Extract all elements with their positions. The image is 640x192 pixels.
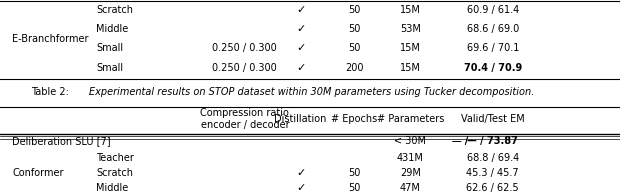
- Text: Deliberation SLU [7]: Deliberation SLU [7]: [12, 136, 111, 146]
- Text: Teacher: Teacher: [96, 153, 134, 163]
- Text: ✓: ✓: [296, 24, 305, 34]
- Text: Table 2:: Table 2:: [31, 87, 72, 97]
- Text: 69.6 / 70.1: 69.6 / 70.1: [467, 43, 519, 53]
- Text: < 30M: < 30M: [394, 136, 426, 146]
- Text: 0.250 / 0.300: 0.250 / 0.300: [212, 43, 277, 53]
- Text: ✓: ✓: [296, 43, 305, 53]
- Text: 68.8 / 69.4: 68.8 / 69.4: [467, 153, 519, 163]
- Text: — / 73.87: — / 73.87: [467, 136, 518, 146]
- Text: 53M: 53M: [400, 24, 420, 34]
- Text: 45.3 / 45.7: 45.3 / 45.7: [467, 168, 519, 178]
- Text: 29M: 29M: [400, 168, 420, 178]
- Text: 62.6 / 62.5: 62.6 / 62.5: [467, 183, 519, 192]
- Text: — /: — /: [452, 136, 471, 146]
- Text: 50: 50: [348, 168, 361, 178]
- Text: Experimental results on STOP dataset within 30M parameters using Tucker decompos: Experimental results on STOP dataset wit…: [88, 87, 534, 97]
- Text: 70.4 / 70.9: 70.4 / 70.9: [463, 63, 522, 73]
- Text: Conformer: Conformer: [12, 168, 64, 178]
- Text: 50: 50: [348, 183, 361, 192]
- Text: 431M: 431M: [397, 153, 424, 163]
- Text: # Parameters: # Parameters: [376, 114, 444, 124]
- Text: 60.9 / 61.4: 60.9 / 61.4: [467, 5, 519, 15]
- Text: 47M: 47M: [400, 183, 420, 192]
- Text: 200: 200: [346, 63, 364, 73]
- Text: Middle: Middle: [96, 183, 129, 192]
- Text: 15M: 15M: [400, 5, 420, 15]
- Text: ✓: ✓: [296, 168, 305, 178]
- Text: Small: Small: [96, 43, 123, 53]
- Text: Middle: Middle: [96, 24, 129, 34]
- Text: 50: 50: [348, 43, 361, 53]
- Text: Scratch: Scratch: [96, 5, 133, 15]
- Text: 15M: 15M: [400, 43, 420, 53]
- Text: 15M: 15M: [400, 63, 420, 73]
- Text: E-Branchformer: E-Branchformer: [12, 34, 89, 44]
- Text: # Epochs: # Epochs: [332, 114, 378, 124]
- Text: 68.6 / 69.0: 68.6 / 69.0: [467, 24, 519, 34]
- Text: — /: — /: [452, 136, 471, 146]
- Text: Small: Small: [96, 63, 123, 73]
- Text: Valid/Test EM: Valid/Test EM: [461, 114, 525, 124]
- Text: 0.250 / 0.300: 0.250 / 0.300: [212, 63, 277, 73]
- Text: ✓: ✓: [296, 183, 305, 192]
- Text: ✓: ✓: [296, 63, 305, 73]
- Text: ✓: ✓: [296, 5, 305, 15]
- Text: Distillation: Distillation: [275, 114, 327, 124]
- Text: Compression ratio
encoder / decoder: Compression ratio encoder / decoder: [200, 108, 289, 130]
- Text: 50: 50: [348, 5, 361, 15]
- Text: Scratch: Scratch: [96, 168, 133, 178]
- Text: 50: 50: [348, 24, 361, 34]
